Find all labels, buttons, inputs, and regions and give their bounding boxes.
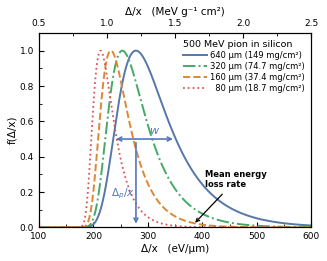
  80 μm (18.7 mg/cm²) <box>99 49 103 52</box>
160 μm (37.4 mg/cm²) <box>322 226 326 229</box>
160 μm (37.4 mg/cm²) <box>163 207 166 210</box>
320 μm (74.7 mg/cm²) <box>74 226 78 229</box>
640 μm (149 mg/cm²) <box>94 220 98 223</box>
Y-axis label: f(Δ/x): f(Δ/x) <box>7 116 17 144</box>
320 μm (74.7 mg/cm²) <box>37 226 41 229</box>
320 μm (74.7 mg/cm²) <box>94 209 98 212</box>
  80 μm (18.7 mg/cm²) <box>177 225 181 228</box>
Text: Mean energy
loss rate: Mean energy loss rate <box>196 170 267 222</box>
640 μm (149 mg/cm²) <box>163 109 166 112</box>
  80 μm (18.7 mg/cm²) <box>163 223 166 226</box>
640 μm (149 mg/cm²) <box>37 226 41 229</box>
160 μm (37.4 mg/cm²) <box>37 226 41 229</box>
160 μm (37.4 mg/cm²) <box>109 49 113 52</box>
Text: $\Delta_p/x$: $\Delta_p/x$ <box>111 187 135 201</box>
Text: $w$: $w$ <box>149 126 160 137</box>
320 μm (74.7 mg/cm²) <box>177 192 181 195</box>
Line: 320 μm (74.7 mg/cm²): 320 μm (74.7 mg/cm²) <box>39 51 327 227</box>
320 μm (74.7 mg/cm²) <box>120 49 124 52</box>
Line: 640 μm (149 mg/cm²): 640 μm (149 mg/cm²) <box>39 51 327 227</box>
Line: 160 μm (37.4 mg/cm²): 160 μm (37.4 mg/cm²) <box>39 51 327 227</box>
640 μm (149 mg/cm²) <box>74 226 78 229</box>
X-axis label: Δ/x   (eV/μm): Δ/x (eV/μm) <box>141 244 209 254</box>
320 μm (74.7 mg/cm²) <box>163 169 166 172</box>
Legend: 640 μm (149 mg/cm²), 320 μm (74.7 mg/cm²), 160 μm (37.4 mg/cm²),   80 μm (18.7 m: 640 μm (149 mg/cm²), 320 μm (74.7 mg/cm²… <box>181 37 307 96</box>
640 μm (149 mg/cm²) <box>134 49 138 52</box>
  80 μm (18.7 mg/cm²) <box>74 226 78 229</box>
  80 μm (18.7 mg/cm²) <box>94 74 98 77</box>
  80 μm (18.7 mg/cm²) <box>37 226 41 229</box>
640 μm (149 mg/cm²) <box>322 224 326 228</box>
160 μm (37.4 mg/cm²) <box>94 166 98 169</box>
  80 μm (18.7 mg/cm²) <box>322 226 326 229</box>
Line:   80 μm (18.7 mg/cm²): 80 μm (18.7 mg/cm²) <box>39 51 327 227</box>
160 μm (37.4 mg/cm²) <box>74 226 78 229</box>
640 μm (149 mg/cm²) <box>177 144 181 147</box>
320 μm (74.7 mg/cm²) <box>322 226 326 229</box>
160 μm (37.4 mg/cm²) <box>177 217 181 220</box>
X-axis label: Δ/x   (MeV g⁻¹ cm²): Δ/x (MeV g⁻¹ cm²) <box>125 7 225 17</box>
